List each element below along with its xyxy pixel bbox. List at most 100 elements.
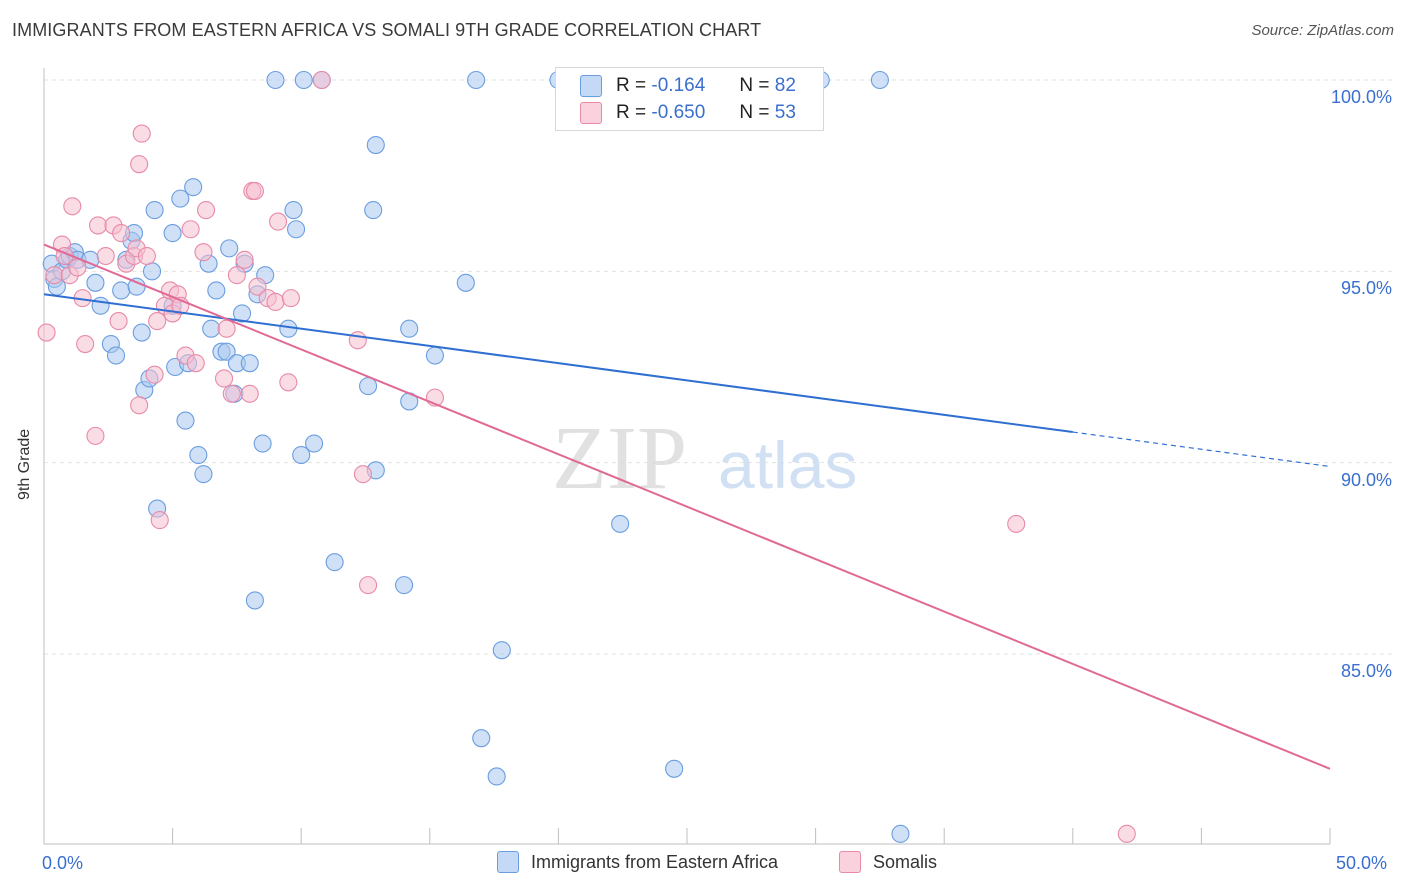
data-point-somalis: [88, 216, 108, 235]
data-point-somalis: [37, 323, 56, 342]
data-point-immigrants: [163, 224, 182, 243]
watermark: ZIP atlas: [552, 409, 857, 508]
data-point-somalis: [148, 312, 167, 331]
y-tick-label: 90.0%: [1340, 469, 1392, 490]
data-point-somalis: [132, 124, 151, 143]
data-point-immigrants: [145, 201, 164, 220]
data-point-immigrants: [217, 342, 236, 361]
source-label: Source: ZipAtlas.com: [1251, 22, 1394, 39]
legend-label-immigrants: Immigrants from Eastern Africa: [531, 851, 779, 872]
data-point-somalis: [353, 465, 372, 484]
data-point-somalis: [130, 396, 149, 415]
data-point-immigrants: [665, 759, 684, 778]
data-point-immigrants: [487, 767, 506, 786]
data-point-immigrants: [395, 576, 414, 595]
legend-r-value: -0.164: [651, 75, 706, 96]
data-point-somalis: [145, 365, 164, 384]
legend-row-somalis: R = -0.650 N = 53: [580, 100, 796, 126]
legend-r-label: R =: [616, 102, 647, 123]
watermark-atlas: atlas: [718, 428, 857, 502]
data-point-somalis: [196, 201, 216, 220]
data-point-somalis: [76, 334, 95, 354]
data-point-somalis: [214, 369, 234, 388]
legend-swatch-blue: [580, 75, 602, 97]
data-point-somalis: [112, 224, 131, 243]
legend-swatch-pink: [580, 102, 602, 124]
legend-n-label: N =: [739, 75, 770, 96]
data-point-immigrants: [492, 641, 511, 660]
data-point-somalis: [348, 331, 367, 350]
data-point-immigrants: [611, 514, 630, 533]
data-point-somalis: [181, 220, 200, 239]
data-point-somalis: [279, 373, 298, 392]
y-tick-label: 95.0%: [1340, 278, 1392, 299]
data-point-somalis: [109, 312, 128, 331]
trend-line-immigrants: [43, 293, 1073, 434]
data-point-immigrants: [359, 377, 378, 396]
data-point-somalis: [137, 246, 156, 266]
data-point-immigrants: [184, 178, 203, 197]
data-point-immigrants: [132, 323, 151, 342]
data-point-immigrants: [253, 434, 272, 453]
trend-line-immigrants-extension: [1072, 431, 1331, 468]
y-tick-label: 100.0%: [1330, 87, 1392, 107]
data-point-somalis: [359, 576, 378, 595]
legend-row-immigrants: R = -0.164 N = 82: [580, 73, 796, 99]
legend-r-label: R =: [616, 75, 647, 96]
data-point-somalis: [240, 384, 259, 403]
legend-swatch-blue: [497, 851, 519, 873]
data-point-immigrants: [240, 354, 259, 373]
data-point-immigrants: [287, 220, 306, 239]
data-point-immigrants: [400, 319, 419, 338]
data-point-somalis: [86, 426, 105, 445]
data-point-immigrants: [202, 319, 221, 338]
data-point-somalis: [63, 197, 82, 216]
data-point-immigrants: [294, 70, 313, 90]
legend-n-label: N =: [739, 102, 770, 123]
data-point-immigrants: [245, 591, 264, 610]
data-point-somalis: [194, 243, 213, 262]
data-point-immigrants: [467, 70, 486, 90]
data-point-somalis: [1117, 824, 1136, 843]
series-legend: Immigrants from Eastern Africa Somalis: [0, 851, 1406, 877]
data-point-immigrants: [142, 262, 162, 281]
data-point-immigrants: [305, 434, 324, 453]
data-point-somalis: [266, 292, 285, 311]
data-point-somalis: [1007, 514, 1026, 533]
series-somalis-points: [37, 70, 1136, 843]
legend-n-value: 82: [774, 75, 796, 96]
data-point-immigrants: [176, 411, 195, 430]
data-point-immigrants: [870, 70, 889, 90]
data-point-somalis: [235, 250, 254, 269]
data-point-immigrants: [207, 281, 226, 300]
data-point-immigrants: [891, 824, 910, 843]
data-point-somalis: [186, 354, 205, 373]
trend-lines: [43, 243, 1331, 770]
data-point-immigrants: [325, 553, 344, 572]
data-point-somalis: [312, 70, 331, 90]
chart-title: IMMIGRANTS FROM EASTERN AFRICA VS SOMALI…: [12, 20, 762, 40]
data-point-somalis: [222, 384, 241, 403]
data-point-immigrants: [456, 273, 475, 292]
data-point-somalis: [227, 266, 246, 285]
y-tick-label: 85.0%: [1340, 661, 1392, 681]
data-point-immigrants: [366, 136, 385, 155]
legend-label-somalis: Somalis: [873, 851, 938, 872]
data-point-somalis: [217, 319, 236, 338]
data-point-somalis: [96, 246, 115, 266]
data-point-immigrants: [91, 296, 110, 315]
data-point-immigrants: [220, 239, 239, 258]
data-point-somalis: [248, 277, 267, 296]
data-point-somalis: [281, 289, 300, 308]
data-point-immigrants: [266, 70, 285, 90]
data-point-immigrants: [425, 346, 444, 365]
data-point-immigrants: [171, 189, 190, 208]
data-point-immigrants: [194, 465, 213, 484]
data-point-immigrants: [472, 729, 491, 748]
data-point-immigrants: [232, 304, 252, 323]
data-point-somalis: [150, 511, 169, 530]
watermark-zip: ZIP: [552, 409, 687, 508]
data-point-somalis: [269, 212, 288, 231]
trend-line-somalis: [43, 243, 1331, 770]
